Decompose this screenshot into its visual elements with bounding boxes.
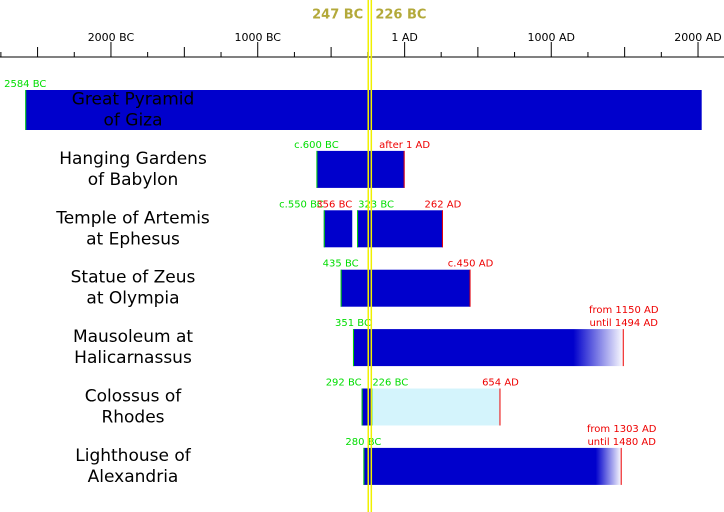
end-label: 262 AD <box>425 199 462 210</box>
fade-label: from 1150 AD <box>589 305 659 316</box>
wonder-name: Temple of Artemis <box>55 208 210 228</box>
wonder-name: Rhodes <box>101 408 164 428</box>
end-label: c.450 AD <box>448 259 494 270</box>
wonder-name: at Olympia <box>86 289 179 309</box>
start-label: 435 BC <box>323 259 359 270</box>
x-tick-label: 2000 BC <box>88 31 135 44</box>
x-tick-label: 1000 AD <box>528 31 576 44</box>
fade-bar <box>363 447 622 485</box>
wonder-name: of Babylon <box>88 170 179 190</box>
end-label: until 1494 AD <box>590 318 659 329</box>
end-label: after 1 AD <box>379 140 430 151</box>
marker-label: 247 BC <box>312 8 363 23</box>
end-label: 654 AD <box>482 378 519 389</box>
x-tick-label: 1 AD <box>391 31 418 44</box>
bar <box>361 388 372 426</box>
bar <box>316 150 405 188</box>
wonder-name: Colossus of <box>85 387 183 407</box>
bar <box>371 388 501 426</box>
bar <box>25 90 702 130</box>
start-label: 2584 BC <box>4 79 46 90</box>
start-label: c.600 BC <box>294 140 339 151</box>
start-label: 280 BC <box>345 437 381 448</box>
bar <box>323 210 353 248</box>
bar <box>340 269 471 307</box>
end-label: until 1480 AD <box>587 437 656 448</box>
wonder-name: of Giza <box>103 111 162 131</box>
marker-label: 226 BC <box>375 8 426 23</box>
wonder-name: at Ephesus <box>86 229 180 249</box>
wonder-name: Alexandria <box>88 467 179 487</box>
wonder-name: Mausoleum at <box>73 327 193 347</box>
wonder-name: Statue of Zeus <box>71 268 196 288</box>
bars <box>25 90 702 485</box>
start-label: 323 BC <box>358 199 394 210</box>
bar <box>357 210 443 248</box>
wonder-name: Great Pyramid <box>72 90 195 110</box>
fade-bar <box>352 329 624 367</box>
start-label: 226 BC <box>372 378 408 389</box>
start-label: c.550 BC <box>279 199 324 210</box>
end-label: 356 BC <box>316 199 352 210</box>
wonder-name: Halicarnassus <box>74 348 192 368</box>
x-tick-label: 2000 AD <box>674 31 722 44</box>
wonder-name: Lighthouse of <box>75 446 191 466</box>
start-label: 292 BC <box>326 378 362 389</box>
x-tick-label: 1000 BC <box>234 31 281 44</box>
fade-label: from 1303 AD <box>587 424 657 435</box>
start-label: 351 BC <box>335 318 371 329</box>
wonder-name: Hanging Gardens <box>59 149 207 169</box>
